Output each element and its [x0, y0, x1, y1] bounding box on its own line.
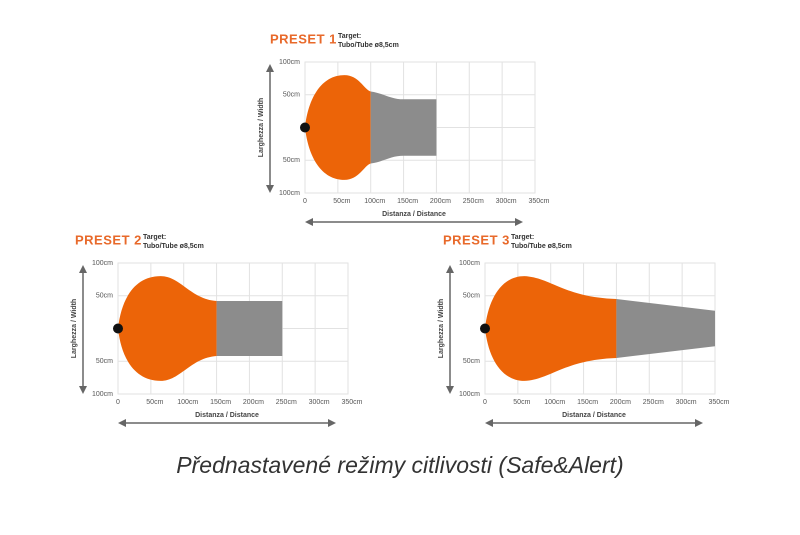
- target-label: Target:: [143, 234, 166, 241]
- x-tick-label: 150cm: [577, 399, 598, 406]
- preset-title: PRESET 2: [75, 232, 142, 247]
- x-tick-label: 150cm: [397, 198, 418, 205]
- x-arrow-head: [485, 419, 493, 427]
- sensor-dot: [480, 323, 490, 334]
- x-arrow-head: [305, 218, 313, 226]
- y-tick-label: 100cm: [279, 59, 300, 66]
- x-tick-label: 0: [303, 198, 307, 205]
- x-tick-label: 200cm: [430, 198, 451, 205]
- orange-zone: [118, 276, 217, 381]
- y-axis-title: Larghezza / Width: [258, 98, 265, 157]
- y-arrow-head: [266, 64, 274, 72]
- x-tick-label: 150cm: [210, 399, 231, 406]
- target-value: Tubo/Tube ø8,5cm: [511, 243, 572, 250]
- target-value: Tubo/Tube ø8,5cm: [143, 243, 204, 250]
- x-tick-label: 0: [116, 399, 120, 406]
- y-tick-label: 50cm: [283, 92, 300, 99]
- x-axis-title: Distanza / Distance: [382, 211, 446, 218]
- x-tick-label: 50cm: [146, 399, 163, 406]
- y-arrow-head: [266, 185, 274, 193]
- orange-zone: [485, 276, 617, 381]
- target-label: Target:: [511, 234, 534, 241]
- target-label: Target:: [338, 33, 361, 40]
- x-tick-label: 250cm: [276, 399, 297, 406]
- x-tick-label: 100cm: [544, 399, 565, 406]
- y-axis-title: Larghezza / Width: [438, 299, 445, 358]
- x-tick-label: 200cm: [243, 399, 264, 406]
- x-tick-label: 300cm: [309, 399, 330, 406]
- x-tick-label: 300cm: [676, 399, 697, 406]
- x-arrow-head: [118, 419, 126, 427]
- x-tick-label: 300cm: [496, 198, 517, 205]
- preset-title: PRESET 3: [443, 232, 510, 247]
- x-axis-title: Distanza / Distance: [195, 412, 259, 419]
- gray-zone: [370, 91, 437, 164]
- x-tick-label: 50cm: [513, 399, 530, 406]
- y-axis-title: Larghezza / Width: [71, 299, 78, 358]
- orange-zone: [305, 75, 371, 180]
- y-tick-label: 100cm: [459, 260, 480, 267]
- x-arrow-head: [515, 218, 523, 226]
- y-tick-label: 50cm: [463, 293, 480, 300]
- y-tick-label: 100cm: [92, 260, 113, 267]
- sensor-dot: [113, 323, 123, 334]
- x-tick-label: 100cm: [177, 399, 198, 406]
- y-arrow-head: [446, 386, 454, 394]
- x-tick-label: 200cm: [610, 399, 631, 406]
- y-arrow-head: [79, 265, 87, 273]
- y-tick-label: 100cm: [459, 391, 480, 398]
- y-tick-label: 50cm: [283, 157, 300, 164]
- y-arrow-head: [79, 386, 87, 394]
- preset-title: PRESET 1: [270, 31, 337, 46]
- x-arrow-head: [695, 419, 703, 427]
- y-tick-label: 100cm: [279, 190, 300, 197]
- x-arrow-head: [328, 419, 336, 427]
- y-tick-label: 50cm: [96, 293, 113, 300]
- x-tick-label: 350cm: [341, 399, 362, 406]
- target-value: Tubo/Tube ø8,5cm: [338, 42, 399, 49]
- y-tick-label: 50cm: [96, 358, 113, 365]
- caption: Přednastavené režimy citlivosti (Safe&Al…: [176, 452, 623, 478]
- x-tick-label: 100cm: [364, 198, 385, 205]
- x-tick-label: 250cm: [643, 399, 664, 406]
- y-arrow-head: [446, 265, 454, 273]
- x-tick-label: 250cm: [463, 198, 484, 205]
- x-tick-label: 350cm: [708, 399, 729, 406]
- sensor-dot: [300, 122, 310, 133]
- gray-zone: [216, 301, 283, 356]
- y-tick-label: 50cm: [463, 358, 480, 365]
- y-tick-label: 100cm: [92, 391, 113, 398]
- x-axis-title: Distanza / Distance: [562, 412, 626, 419]
- x-tick-label: 0: [483, 399, 487, 406]
- x-tick-label: 350cm: [528, 198, 549, 205]
- gray-zone: [616, 299, 715, 358]
- x-tick-label: 50cm: [333, 198, 350, 205]
